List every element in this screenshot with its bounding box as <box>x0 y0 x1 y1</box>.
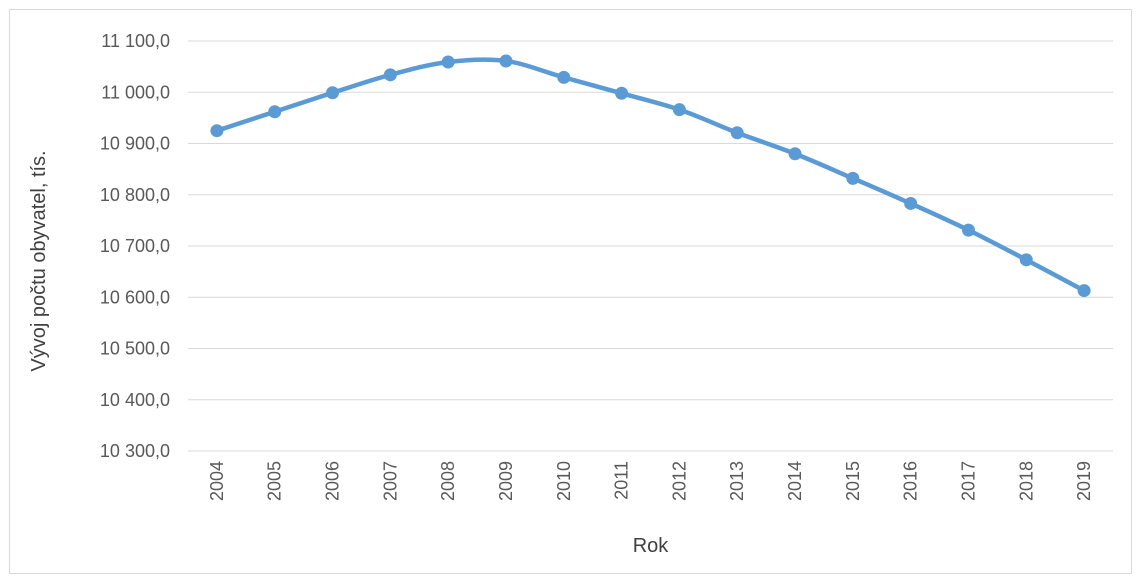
x-tick-label: 2015 <box>843 461 863 501</box>
x-tick-label: 2009 <box>496 461 516 501</box>
x-tick-label: 2016 <box>901 461 921 501</box>
data-point <box>1077 284 1091 298</box>
y-tick-label: 10 800,0 <box>100 185 170 205</box>
x-axis-title: Rok <box>633 535 670 557</box>
y-tick-labels: 10 300,0 10 400,0 10 500,0 10 600,0 10 700,0… <box>100 31 170 461</box>
x-tick-labels: 2004 2005 2006 2007 2008 2009 2010 2011 2012 2013… <box>207 461 1094 501</box>
data-point <box>326 86 340 100</box>
y-tick-label: 10 700,0 <box>100 236 170 256</box>
x-tick-label: 2018 <box>1016 461 1036 501</box>
data-point <box>383 68 397 82</box>
data-point <box>846 171 860 185</box>
data-point <box>557 70 571 84</box>
data-point <box>730 126 744 140</box>
data-point <box>904 196 918 210</box>
x-tick-label: 2017 <box>958 461 978 501</box>
gridlines <box>188 40 1113 452</box>
x-tick-label: 2007 <box>380 461 400 501</box>
y-tick-label: 11 100,0 <box>101 31 170 51</box>
series-line <box>214 57 1087 293</box>
data-point <box>788 147 802 161</box>
y-tick-label: 10 600,0 <box>100 287 170 307</box>
y-axis-title: Vývoj počtu obyvatel, tís. <box>28 150 50 371</box>
x-tick-label: 2012 <box>669 461 689 501</box>
y-tick-label: 10 300,0 <box>100 441 170 461</box>
y-tick-label: 10 500,0 <box>100 339 170 359</box>
chart-frame <box>9 9 1132 574</box>
data-point <box>672 103 686 117</box>
series-path <box>214 57 1087 293</box>
series-points <box>210 54 1091 298</box>
y-tick-label: 11 000,0 <box>101 82 170 102</box>
x-tick-label: 2004 <box>207 461 227 501</box>
y-tick-label: 10 400,0 <box>100 390 170 410</box>
data-point <box>441 55 455 69</box>
data-point <box>499 54 513 68</box>
x-tick-label: 2005 <box>265 461 285 501</box>
y-tick-label: 10 900,0 <box>100 134 170 154</box>
x-tick-label: 2010 <box>554 461 574 501</box>
x-tick-label: 2013 <box>727 461 747 501</box>
x-tick-label: 2019 <box>1074 461 1094 501</box>
x-tick-label: 2014 <box>785 461 805 501</box>
data-point <box>615 86 629 100</box>
x-tick-label: 2011 <box>612 461 632 500</box>
x-tick-label: 2006 <box>323 461 343 501</box>
x-tick-label: 2008 <box>438 461 458 501</box>
data-point <box>961 223 975 237</box>
data-point <box>268 105 282 119</box>
data-point <box>1019 253 1033 267</box>
data-point <box>210 124 224 138</box>
